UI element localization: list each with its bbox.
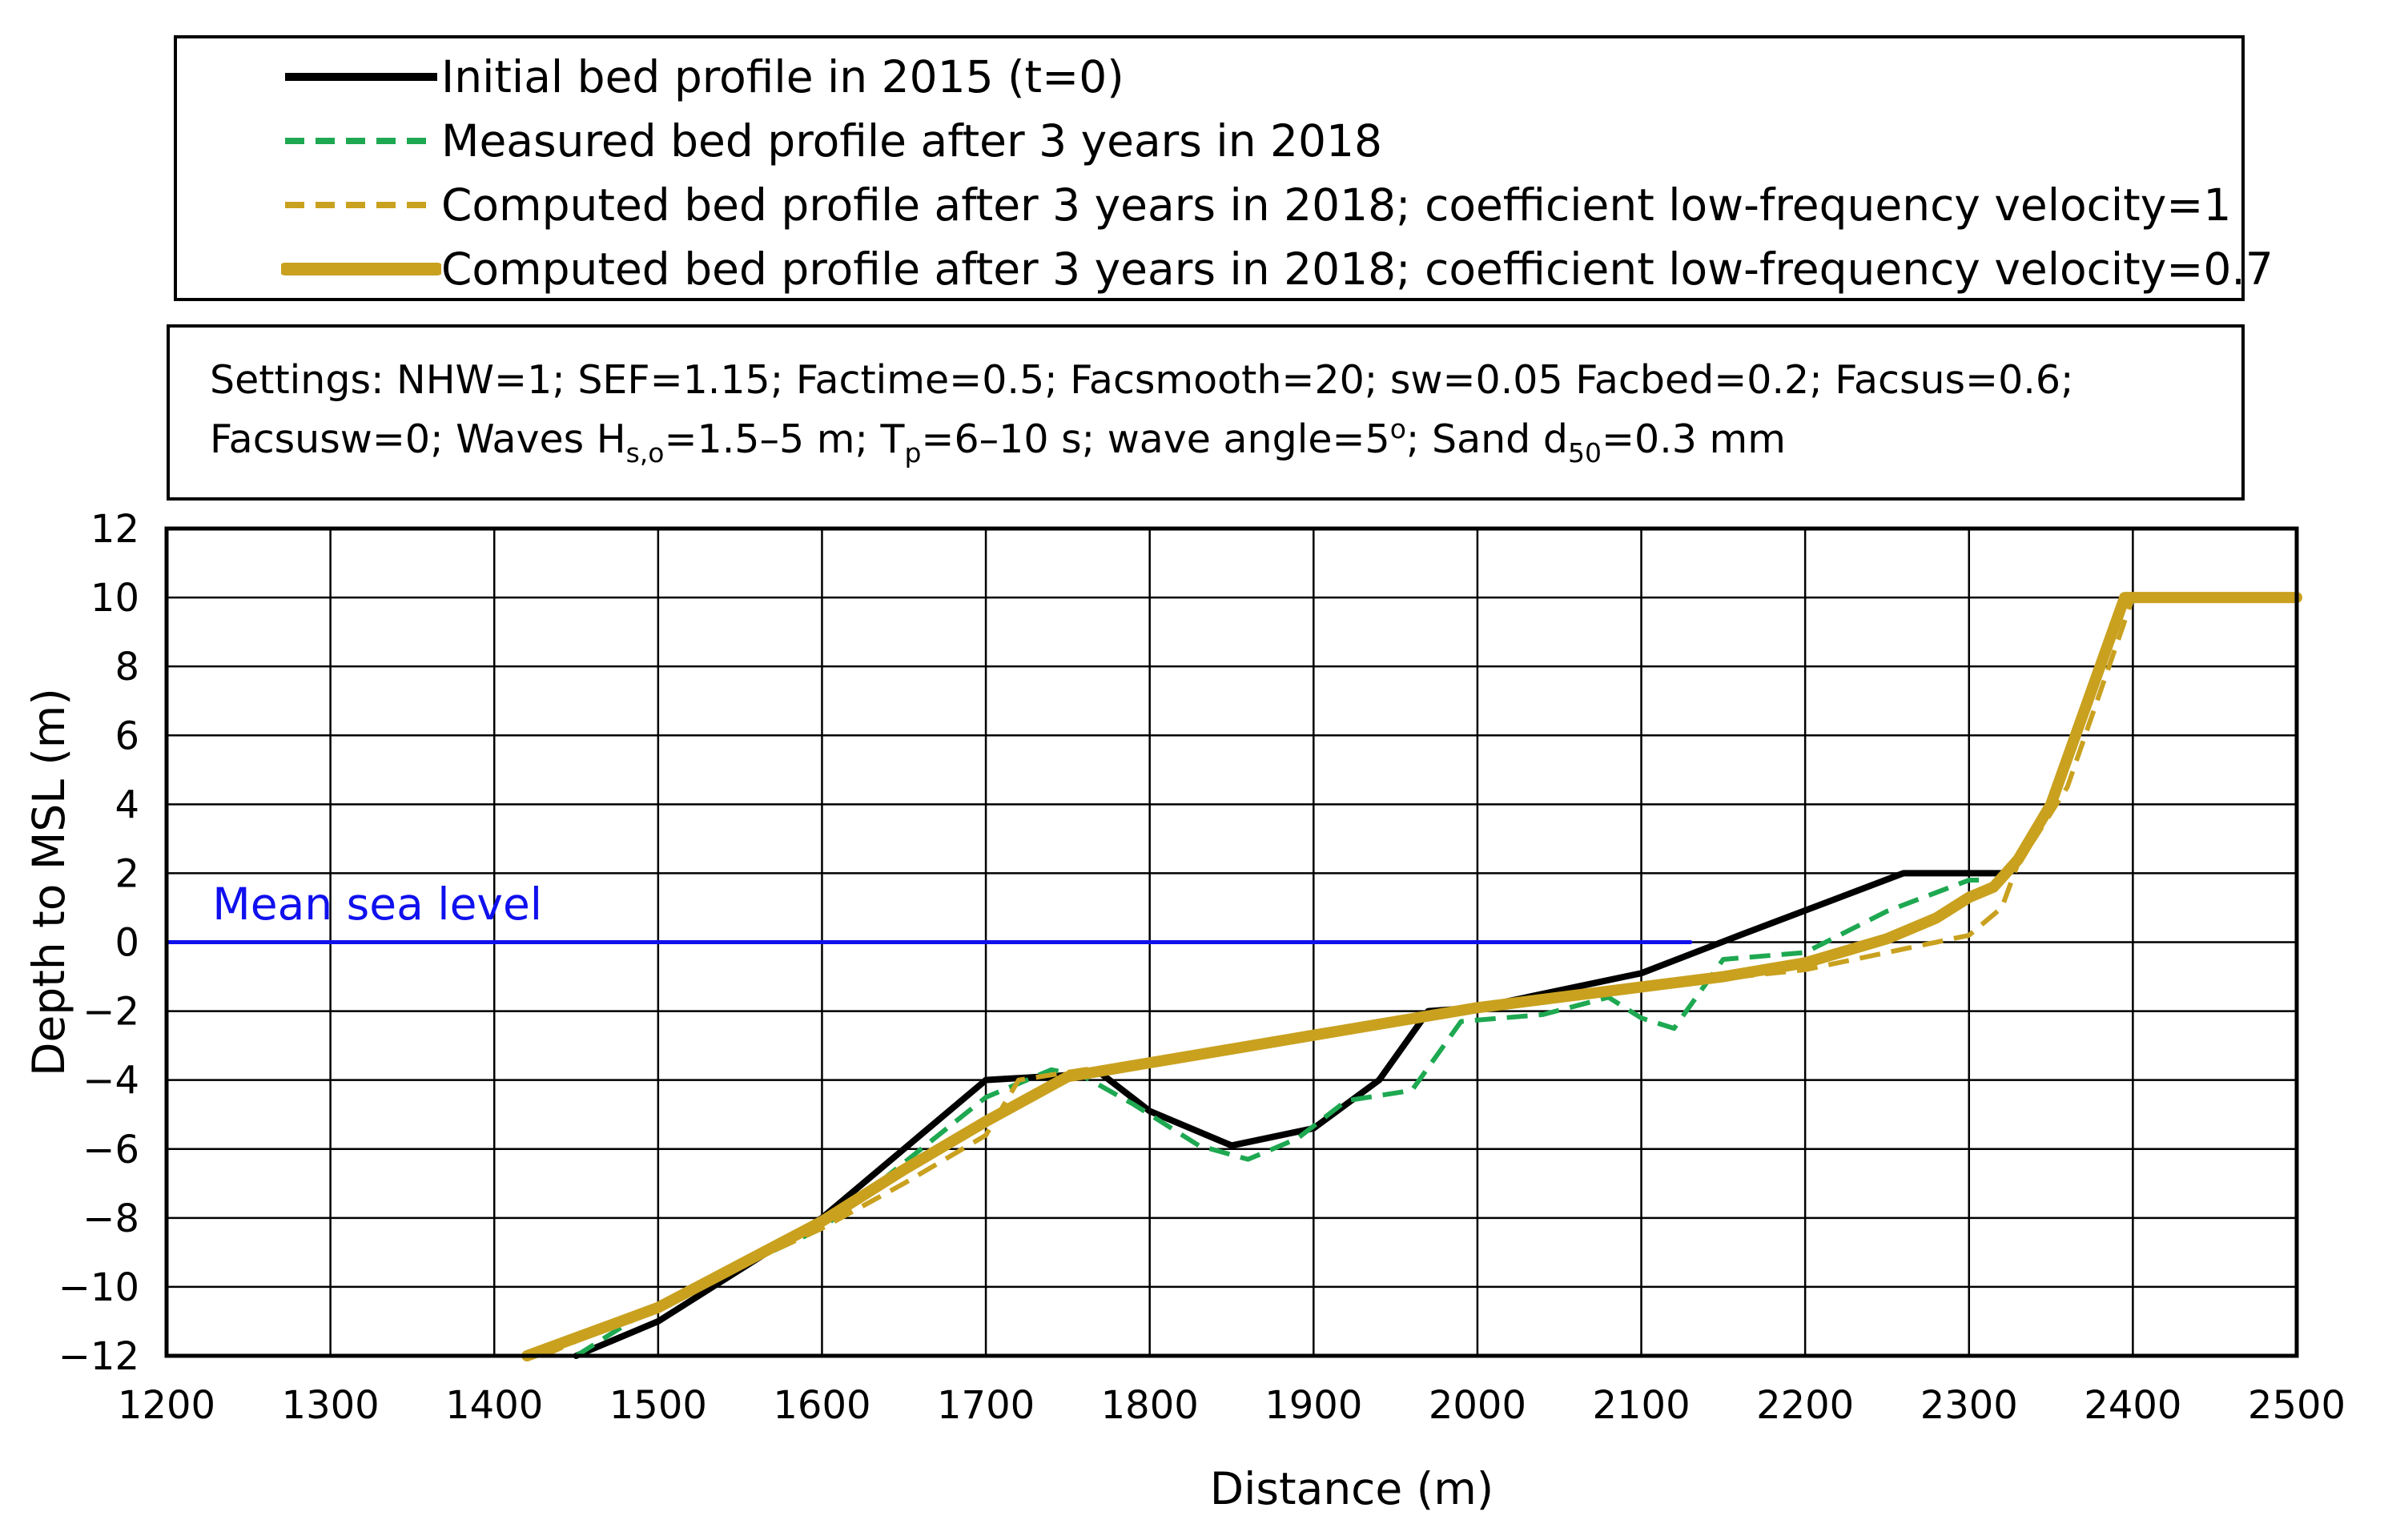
- y-tick-label: 2: [115, 851, 139, 896]
- legend-swatch-thick-gold: [281, 263, 441, 275]
- settings-text: Facsusw=0; Waves H: [210, 416, 626, 462]
- x-tick-label: 2100: [1592, 1383, 1690, 1428]
- settings-text: ; Sand d: [1405, 416, 1568, 462]
- settings-text: =1.5–5 m; T: [664, 416, 905, 462]
- plot-frame: [164, 526, 2299, 1358]
- x-axis-title: Distance (m): [1210, 1463, 1494, 1514]
- y-tick-label: 4: [115, 782, 139, 827]
- y-tick-label: 6: [115, 714, 139, 758]
- settings-subscript: 50: [1567, 437, 1602, 468]
- mean-sea-level-label: Mean sea level: [212, 879, 542, 930]
- x-tick-label: 1300: [282, 1383, 380, 1428]
- legend-label: Initial bed profile in 2015 (t=0): [441, 51, 1124, 103]
- x-tick-label: 2000: [1429, 1383, 1526, 1428]
- series-line-2: [574, 878, 1986, 1358]
- settings-text: =0.3 mm: [1601, 416, 1786, 462]
- legend-label: Computed bed profile after 3 years in 20…: [441, 179, 2232, 231]
- settings-box: Settings: NHW=1; SEF=1.15; Factime=0.5; …: [167, 324, 2245, 501]
- x-tick-label: 2500: [2248, 1383, 2346, 1428]
- legend-swatch-solid-black: [285, 73, 437, 81]
- settings-subscript: p: [904, 437, 922, 468]
- series-line-4: [521, 592, 2302, 1361]
- x-tick-label: 2200: [1756, 1383, 1854, 1428]
- x-tick-label: 1700: [937, 1383, 1035, 1428]
- x-tick-label: 1500: [609, 1383, 707, 1428]
- x-tick-label: 1200: [118, 1383, 215, 1428]
- series-line-3: [542, 595, 2297, 1358]
- legend-label: Measured bed profile after 3 years in 20…: [441, 115, 1383, 167]
- y-tick-label: −4: [82, 1059, 139, 1104]
- y-tick-label: −6: [82, 1128, 139, 1172]
- settings-text: =6–10 s; wave angle=5: [921, 416, 1390, 462]
- legend-swatch-dashed-gold: [285, 202, 437, 208]
- series-line-1: [573, 870, 2005, 1359]
- x-tick-label: 1600: [773, 1383, 870, 1428]
- y-tick-label: 10: [90, 576, 139, 621]
- legend-label: Computed bed profile after 3 years in 20…: [441, 243, 2273, 295]
- y-tick-label: −2: [82, 990, 139, 1035]
- settings-line-1: Settings: NHW=1; SEF=1.15; Factime=0.5; …: [210, 357, 2074, 403]
- y-tick-label: 12: [90, 507, 139, 552]
- settings-subscript: s,o: [625, 437, 665, 468]
- y-tick-label: −8: [82, 1196, 139, 1241]
- y-axis-title: Depth to MSL (m): [23, 688, 74, 1076]
- tick-labels: 1200 1300 1400 1500 1600 1700 1800 1900 2000 2100…: [58, 507, 2346, 1428]
- x-tick-label: 1900: [1264, 1383, 1362, 1428]
- legend-swatch-dashed-green: [285, 138, 437, 144]
- x-tick-label: 1400: [445, 1383, 543, 1428]
- x-tick-label: 2300: [1920, 1383, 2018, 1428]
- legend: Initial bed profile in 2015 (t=0) Measur…: [174, 35, 2273, 301]
- y-tick-label: −10: [58, 1265, 139, 1310]
- y-tick-label: 8: [115, 645, 139, 690]
- x-tick-label: 1800: [1101, 1383, 1199, 1428]
- settings-line-2: Facsusw=0; Waves Hs,o=1.5–5 m; Tp=6–10 s…: [210, 413, 1786, 466]
- y-tick-label: 0: [115, 921, 139, 966]
- series-layer: [164, 592, 2302, 1361]
- y-tick-label: −12: [58, 1334, 139, 1379]
- x-tick-label: 2400: [2084, 1383, 2181, 1428]
- settings-superscript: o: [1389, 413, 1406, 444]
